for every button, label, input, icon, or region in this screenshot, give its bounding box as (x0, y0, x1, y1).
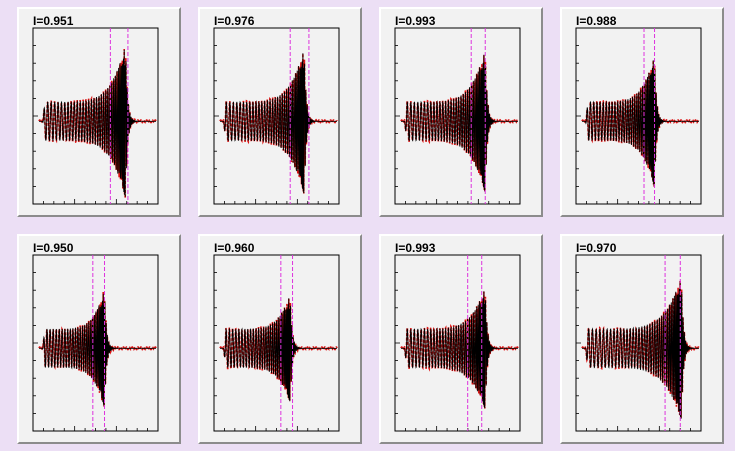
model-waveform (220, 53, 337, 194)
plot-panel: I=0.970 (560, 234, 724, 444)
plot-panel: I=0.976 (198, 7, 362, 217)
plot-panel: I=0.993 (379, 7, 543, 217)
waveform-plot (575, 27, 702, 205)
model-waveform (401, 54, 518, 192)
model-waveform (39, 49, 156, 197)
model-waveform (582, 60, 699, 187)
waveform-plot (213, 27, 340, 205)
model-waveform (582, 281, 699, 419)
panel-title: I=0.951 (33, 14, 74, 28)
waveform-plot (213, 254, 340, 432)
plot-panel: I=0.988 (560, 7, 724, 217)
waveform-plot (394, 254, 521, 432)
panel-grid: I=0.951 I=0.976 I=0.993 I=0.988 I=0.950 I=0.9… (17, 7, 732, 447)
panel-title: I=0.960 (214, 241, 255, 255)
panel-title: I=0.993 (395, 14, 436, 28)
waveform-plot (32, 27, 159, 205)
panel-title: I=0.976 (214, 14, 255, 28)
plot-panel: I=0.993 (379, 234, 543, 444)
plot-panel: I=0.950 (17, 234, 181, 444)
waveform-plot (575, 254, 702, 432)
waveform-plot (32, 254, 159, 432)
plot-panel: I=0.951 (17, 7, 181, 217)
model-waveform (39, 293, 156, 407)
panel-title: I=0.970 (576, 241, 617, 255)
plot-panel: I=0.960 (198, 234, 362, 444)
panel-title: I=0.950 (33, 241, 74, 255)
model-waveform (220, 298, 337, 402)
panel-title: I=0.988 (576, 14, 617, 28)
waveform-plot (394, 27, 521, 205)
panel-title: I=0.993 (395, 241, 436, 255)
model-waveform (401, 291, 518, 409)
